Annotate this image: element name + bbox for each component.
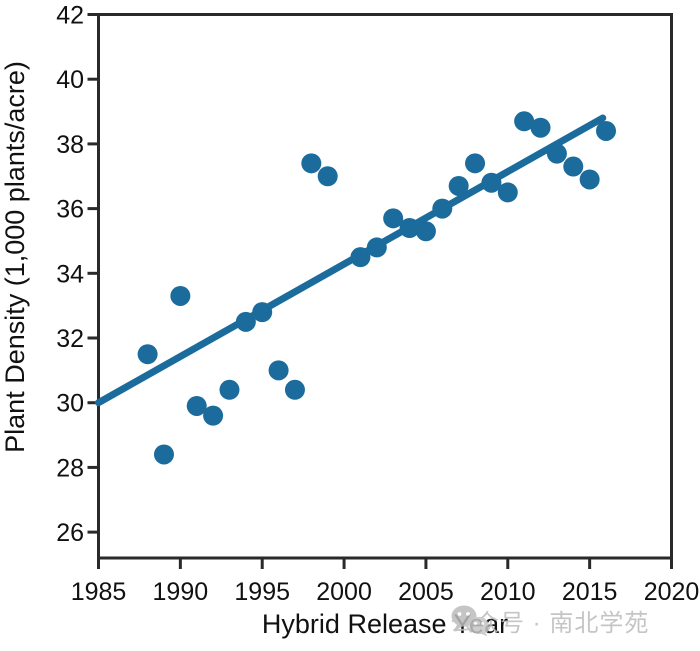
y-tick-label: 28: [56, 454, 84, 482]
plot-border: [97, 13, 673, 560]
data-point: [383, 208, 404, 229]
data-point: [514, 111, 535, 132]
y-tick-label: 38: [56, 131, 84, 159]
x-tick-label: 2015: [562, 578, 618, 606]
data-point: [465, 153, 486, 174]
data-point: [317, 166, 338, 187]
data-point: [268, 360, 289, 381]
data-point: [219, 379, 240, 400]
data-point: [186, 395, 207, 416]
y-axis-label: Plant Density (1,000 plants/acre): [0, 61, 30, 453]
data-point: [497, 182, 518, 203]
plot-area: 1985 1990 1995 2000 2005 2010 2015 2020 26 28 30 32…: [56, 2, 699, 607]
y-tick-label: 40: [56, 66, 84, 94]
data-point: [399, 218, 420, 239]
data-point: [203, 405, 224, 426]
data-point: [366, 237, 387, 258]
trend-line: [95, 114, 607, 407]
data-point: [284, 379, 305, 400]
data-point: [579, 169, 600, 190]
x-tick-label: 2010: [480, 578, 536, 606]
data-point: [350, 247, 371, 268]
data-point: [563, 156, 584, 177]
x-tick-label: 1995: [234, 578, 290, 606]
data-point: [137, 344, 158, 365]
x-tick-label: 2000: [316, 578, 372, 606]
y-tick-label: 26: [56, 519, 84, 547]
x-tick-label: 2020: [644, 578, 700, 606]
data-point: [153, 444, 174, 465]
x-tick-label: 1990: [153, 578, 209, 606]
data-point: [530, 117, 551, 138]
data-point: [481, 172, 502, 193]
data-point: [301, 153, 322, 174]
y-tick-label: 32: [56, 325, 84, 353]
x-tick-label: 1985: [71, 578, 127, 606]
data-point: [235, 311, 256, 332]
y-tick-label: 36: [56, 196, 84, 224]
x-tick-label: 2005: [398, 578, 454, 606]
data-point: [432, 198, 453, 219]
data-point: [170, 285, 191, 306]
x-axis-label: Hybrid Release Year: [262, 609, 508, 639]
data-point: [252, 302, 273, 323]
data-point: [448, 175, 469, 196]
data-point: [546, 143, 567, 164]
y-tick-label: 30: [56, 390, 84, 418]
y-tick-label: 34: [56, 260, 84, 288]
y-tick-label: 42: [56, 2, 84, 30]
data-point: [596, 120, 617, 141]
data-point: [415, 221, 436, 242]
